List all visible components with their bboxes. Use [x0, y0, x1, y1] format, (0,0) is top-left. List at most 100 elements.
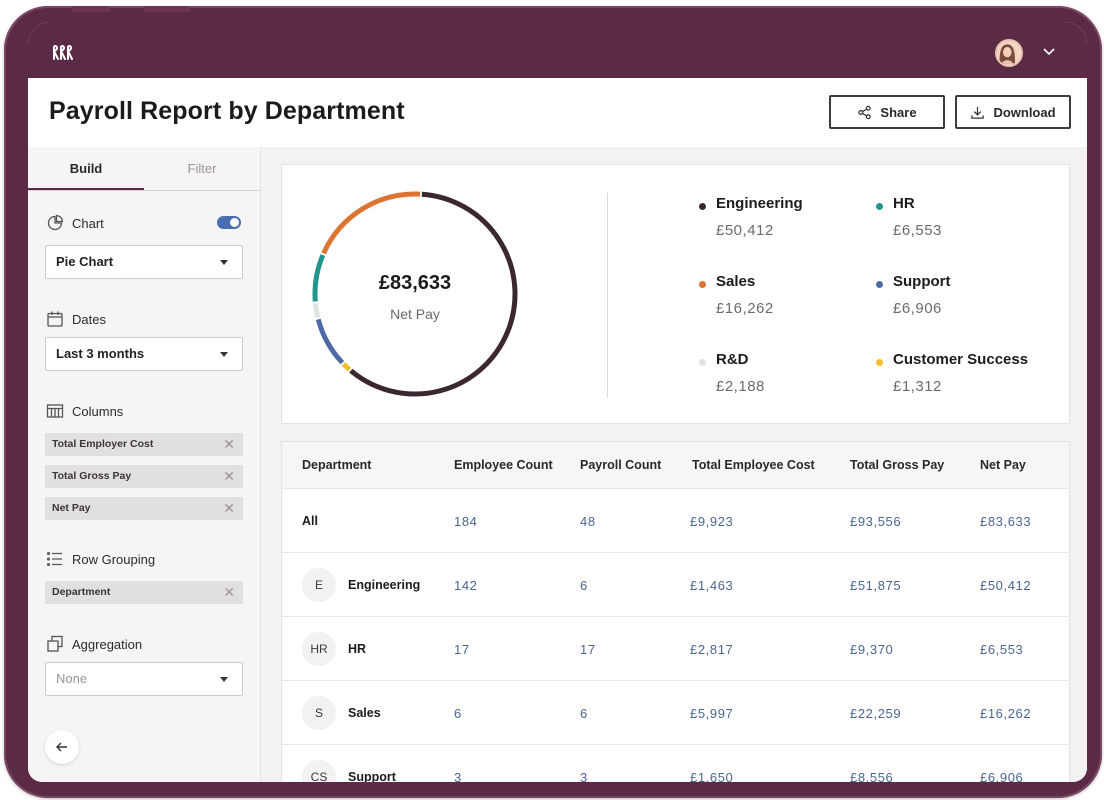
column-header-payroll-count[interactable]: Payroll Count — [580, 458, 662, 472]
department-badge: HR — [302, 632, 336, 666]
close-icon[interactable]: ✕ — [223, 500, 235, 516]
column-chip[interactable]: Net Pay ✕ — [45, 497, 243, 520]
legend-dot — [699, 281, 706, 288]
column-header-department[interactable]: Department — [302, 458, 372, 472]
employee-cost-cell: £1,650 — [690, 770, 734, 782]
main-content: £83,633 Net Pay Engineering £50,412 HR £… — [261, 147, 1087, 782]
brand-logo-icon[interactable] — [52, 44, 74, 60]
chart-icon — [47, 214, 64, 231]
columns-label: Columns — [72, 403, 124, 419]
date-range-select[interactable]: Last 3 months — [45, 337, 243, 371]
caret-down-icon — [220, 260, 228, 265]
dates-label: Dates — [72, 311, 106, 327]
avatar[interactable] — [995, 39, 1023, 67]
gross-pay-cell: £8,556 — [850, 770, 894, 782]
chart-type-select[interactable]: Pie Chart — [45, 245, 243, 279]
column-chip[interactable]: Total Employer Cost ✕ — [45, 433, 243, 456]
department-name: Support — [348, 770, 396, 782]
net-pay-cell: £16,262 — [980, 706, 1032, 721]
donut-segment-r-d — [312, 302, 321, 319]
top-bar — [28, 22, 1087, 78]
employee-cost-cell: £9,923 — [690, 514, 734, 529]
payroll-count-cell: 6 — [580, 706, 588, 721]
divider — [607, 193, 608, 398]
employee-cost-cell: £2,817 — [690, 642, 734, 657]
legend-name: Customer Success — [893, 351, 1029, 368]
share-button[interactable]: Share — [829, 95, 945, 129]
legend-dot — [699, 203, 706, 210]
row-grouping-section-label: Row Grouping — [46, 550, 155, 568]
column-header-net-pay[interactable]: Net Pay — [980, 458, 1026, 472]
table-row[interactable]: S Sales 6 6 £5,997 £22,259 £16,262 — [282, 681, 1069, 745]
close-icon[interactable]: ✕ — [223, 436, 235, 452]
department-name: HR — [348, 642, 367, 656]
table-row[interactable]: CS Support 3 3 £1,650 £8,556 £6,906 — [282, 745, 1069, 782]
column-chip[interactable]: Total Gross Pay ✕ — [45, 465, 243, 488]
donut-segment-engineering — [349, 191, 518, 397]
legend-value: £6,553 — [893, 222, 942, 239]
column-chip-label: Net Pay — [52, 502, 91, 514]
tab-build[interactable]: Build — [28, 147, 144, 190]
department-name: Engineering — [348, 578, 421, 592]
legend-dot — [876, 281, 883, 288]
net-pay-total: £83,633 — [378, 272, 452, 294]
arrow-left-icon — [56, 742, 67, 752]
legend-value: £50,412 — [716, 222, 774, 239]
payroll-count-cell: 3 — [580, 770, 588, 782]
donut-segment-support — [315, 318, 345, 365]
share-label: Share — [880, 104, 917, 120]
row-grouping-chip[interactable]: Department ✕ — [45, 581, 243, 604]
net-pay-donut-chart — [312, 191, 518, 397]
chart-section-label: Chart — [46, 214, 104, 232]
payroll-table: Department Employee Count Payroll Count … — [281, 441, 1070, 782]
row-grouping-label: Row Grouping — [72, 551, 156, 567]
page-title: Payroll Report by Department — [49, 97, 405, 125]
column-header-employee-count[interactable]: Employee Count — [454, 458, 553, 472]
chart-toggle[interactable] — [217, 216, 241, 229]
chart-type-value: Pie Chart — [56, 254, 114, 269]
legend-name: Support — [893, 273, 951, 290]
device-button — [144, 6, 190, 12]
legend-name: Engineering — [716, 195, 803, 212]
table-header: Department Employee Count Payroll Count … — [282, 442, 1069, 489]
net-pay-cell: £50,412 — [980, 578, 1032, 593]
column-header-total-gross-pay[interactable]: Total Gross Pay — [850, 458, 945, 472]
table-row[interactable]: E Engineering 142 6 £1,463 £51,875 £50,4… — [282, 553, 1069, 617]
employee-count-cell: 17 — [454, 642, 470, 657]
column-header-total-employee-cost[interactable]: Total Employee Cost — [692, 458, 815, 472]
aggregation-select[interactable]: None — [45, 662, 243, 696]
aggregation-section-label: Aggregation — [46, 635, 142, 653]
legend-value: £16,262 — [716, 300, 774, 317]
report-builder-sidebar: Build Filter Chart Pie Chart — [28, 147, 261, 782]
gross-pay-cell: £51,875 — [850, 578, 902, 593]
app-screen: Payroll Report by Department Share — [28, 22, 1087, 782]
department-name: Sales — [348, 706, 381, 720]
columns-section-label: Columns — [46, 402, 123, 420]
calendar-icon — [47, 311, 63, 327]
net-pay-cell: £6,906 — [980, 770, 1024, 782]
gross-pay-cell: £9,370 — [850, 642, 894, 657]
close-icon[interactable]: ✕ — [223, 584, 235, 600]
sidebar-tabs: Build Filter — [28, 147, 260, 191]
donut-segment-customer-success — [341, 362, 352, 372]
legend-name: HR — [893, 195, 915, 212]
caret-down-icon — [220, 677, 228, 682]
chevron-down-icon[interactable] — [1043, 48, 1055, 56]
net-pay-label: Net Pay — [390, 306, 440, 322]
payroll-count-cell: 48 — [580, 514, 596, 529]
department-badge: E — [302, 568, 336, 602]
department-name: All — [302, 514, 318, 528]
employee-count-cell: 184 — [454, 514, 478, 529]
employee-count-cell: 3 — [454, 770, 462, 782]
department-badge: S — [302, 696, 336, 730]
legend-name: Sales — [716, 273, 756, 290]
back-button[interactable] — [45, 730, 79, 764]
download-button[interactable]: Download — [955, 95, 1071, 129]
table-row[interactable]: All 184 48 £9,923 £93,556 £83,633 — [282, 489, 1069, 553]
list-icon — [46, 551, 62, 567]
layers-icon — [47, 635, 63, 652]
close-icon[interactable]: ✕ — [223, 468, 235, 484]
download-label: Download — [993, 104, 1056, 120]
tab-filter[interactable]: Filter — [187, 161, 217, 176]
table-row[interactable]: HR HR 17 17 £2,817 £9,370 £6,553 — [282, 617, 1069, 681]
